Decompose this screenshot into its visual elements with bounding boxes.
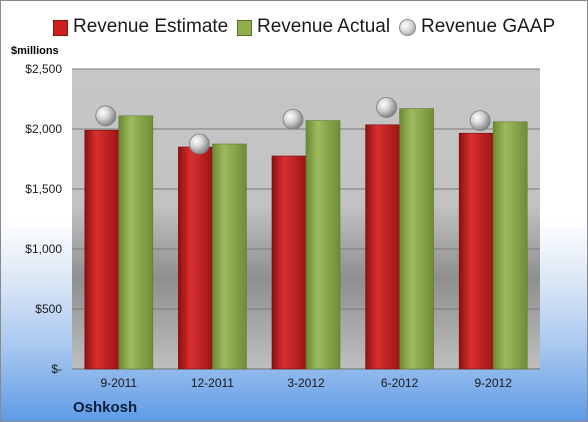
y-tick-label: $2,500: [25, 62, 62, 76]
y-tick-label: $2,000: [25, 122, 62, 136]
bars: [84, 108, 528, 370]
bar-revenue-actual: [305, 120, 341, 370]
legend-label-estimate: Revenue Estimate: [73, 16, 229, 37]
legend-label-actual: Revenue Actual: [257, 16, 391, 37]
marker-revenue-gaap: [376, 97, 398, 118]
x-axis-ticks: 9-2011 12-2011 3-2012 6-2012 9-2012: [101, 376, 513, 390]
y-tick-label: $500: [35, 302, 62, 316]
x-tick-label: 3-2012: [287, 376, 325, 390]
bar-revenue-actual: [492, 121, 528, 370]
x-tick-label: 6-2012: [381, 376, 419, 390]
legend-swatch-actual: [237, 20, 252, 36]
bar-revenue-estimate: [84, 129, 120, 370]
marker-revenue-gaap: [469, 110, 491, 131]
gaap-markers: [95, 97, 491, 155]
bar-revenue-actual: [212, 143, 247, 370]
bar-revenue-actual: [118, 115, 154, 370]
legend-marker-gaap: [399, 19, 416, 36]
legend-swatch-estimate: [53, 20, 68, 36]
x-tick-label: 9-2012: [475, 376, 513, 390]
bar-revenue-estimate: [458, 132, 494, 370]
marker-revenue-gaap: [95, 105, 117, 127]
bar-revenue-estimate: [271, 155, 307, 370]
company-label: Oshkosh: [73, 399, 138, 416]
marker-revenue-gaap: [282, 109, 304, 130]
bar-revenue-estimate: [178, 146, 213, 370]
y-tick-label: $1,000: [25, 242, 62, 256]
y-tick-label: $-: [51, 362, 62, 376]
y-axis-ticks: $- $500 $1,000 $1,500 $2,000 $2,500: [25, 62, 62, 376]
x-tick-label: 9-2011: [101, 376, 138, 390]
y-tick-label: $1,500: [25, 182, 62, 196]
marker-revenue-gaap: [188, 133, 210, 155]
bar-revenue-actual: [399, 108, 434, 370]
y-units-label: $millions: [11, 45, 59, 57]
x-tick-label: 12-2011: [191, 376, 234, 390]
legend: Revenue Estimate Revenue Actual Revenue …: [1, 13, 587, 43]
legend-label-gaap: Revenue GAAP: [421, 16, 556, 37]
bar-revenue-estimate: [365, 124, 400, 370]
